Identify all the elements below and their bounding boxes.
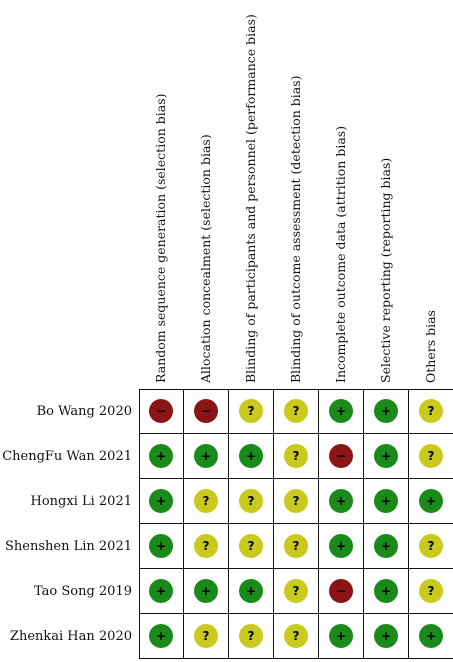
column-label: Blinding of participants and personnel (… [242,14,258,383]
study-label: Shenshen Lin 2021 [5,538,132,554]
rating-cell: + [364,524,409,569]
rating-cell: ? [274,389,319,434]
rating-cell: + [319,389,364,434]
plus-circle-icon: + [374,579,398,603]
minus-circle-icon: − [329,579,353,603]
rating-cell: − [184,389,229,434]
plus-circle-icon: + [329,489,353,513]
rating-cell: + [229,569,274,614]
rating-cell: − [319,434,364,479]
rating-cell: − [319,569,364,614]
minus-circle-icon: − [149,399,173,423]
plus-circle-icon: + [149,489,173,513]
question-circle-icon: ? [239,399,263,423]
question-circle-icon: ? [419,444,443,468]
column-label: Others bias [422,310,438,383]
rating-cell: ? [229,614,274,659]
risk-of-bias-grid: − −?? + +? + + +? − +? +??? + + + +??? + +? + + +? − +? +??? +… [139,389,453,659]
rating-cell: ? [229,524,274,569]
rating-cell: + [364,389,409,434]
rating-cell: ? [409,389,453,434]
study-label: Zhenkai Han 2020 [9,628,132,644]
rating-cell: − [139,389,184,434]
column-label: Incomplete outcome data (attrition bias) [332,125,348,383]
plus-circle-icon: + [194,579,218,603]
rating-cell: ? [184,614,229,659]
rating-cell: + [184,569,229,614]
column-label: Blinding of outcome assessment (detectio… [287,75,303,383]
question-circle-icon: ? [194,534,218,558]
question-circle-icon: ? [284,444,308,468]
rating-cell: ? [184,524,229,569]
column-label: Allocation concealment (selection bias) [197,134,213,383]
rating-cell: ? [409,524,453,569]
minus-circle-icon: − [194,399,218,423]
plus-circle-icon: + [374,489,398,513]
rating-cell: ? [274,524,319,569]
study-label: Hongxi Li 2021 [30,493,133,509]
question-circle-icon: ? [239,534,263,558]
plus-circle-icon: + [419,489,443,513]
plus-circle-icon: + [374,534,398,558]
question-circle-icon: ? [419,579,443,603]
plus-circle-icon: + [419,624,443,648]
plus-circle-icon: + [329,624,353,648]
plus-circle-icon: + [374,399,398,423]
plus-circle-icon: + [374,444,398,468]
rating-cell: ? [274,614,319,659]
rating-cell: + [364,614,409,659]
rating-cell: + [319,614,364,659]
question-circle-icon: ? [284,399,308,423]
rating-cell: + [229,434,274,479]
rating-cell: ? [274,569,319,614]
rating-cell: ? [184,479,229,524]
plus-circle-icon: + [149,579,173,603]
rating-cell: ? [229,479,274,524]
rating-cell: ? [274,479,319,524]
question-circle-icon: ? [239,489,263,513]
rating-cell: + [364,434,409,479]
plus-circle-icon: + [149,624,173,648]
study-label: Bo Wang 2020 [36,403,132,419]
column-label: Selective reporting (reporting bias) [377,157,393,383]
rating-cell: + [319,479,364,524]
rating-cell: + [139,434,184,479]
rating-cell: + [139,479,184,524]
question-circle-icon: ? [419,534,443,558]
rating-cell: + [139,614,184,659]
rating-cell: + [409,614,453,659]
rating-cell: + [184,434,229,479]
plus-circle-icon: + [194,444,218,468]
rating-cell: ? [229,389,274,434]
rating-cell: + [409,479,453,524]
plus-circle-icon: + [149,534,173,558]
rating-cell: ? [409,569,453,614]
plus-circle-icon: + [329,399,353,423]
question-circle-icon: ? [284,489,308,513]
plus-circle-icon: + [374,624,398,648]
question-circle-icon: ? [239,624,263,648]
rating-cell: + [319,524,364,569]
plus-circle-icon: + [149,444,173,468]
question-circle-icon: ? [419,399,443,423]
column-label: Random sequence generation (selection bi… [152,93,168,383]
question-circle-icon: ? [284,534,308,558]
study-label: Tao Song 2019 [33,583,132,599]
minus-circle-icon: − [329,444,353,468]
study-label: ChengFu Wan 2021 [2,448,132,464]
rating-cell: + [364,479,409,524]
rating-cell: + [364,569,409,614]
question-circle-icon: ? [194,489,218,513]
rating-cell: ? [409,434,453,479]
plus-circle-icon: + [239,444,263,468]
rating-cell: + [139,524,184,569]
plus-circle-icon: + [329,534,353,558]
rating-cell: ? [274,434,319,479]
question-circle-icon: ? [284,579,308,603]
question-circle-icon: ? [194,624,218,648]
rating-cell: + [139,569,184,614]
question-circle-icon: ? [284,624,308,648]
plus-circle-icon: + [239,579,263,603]
